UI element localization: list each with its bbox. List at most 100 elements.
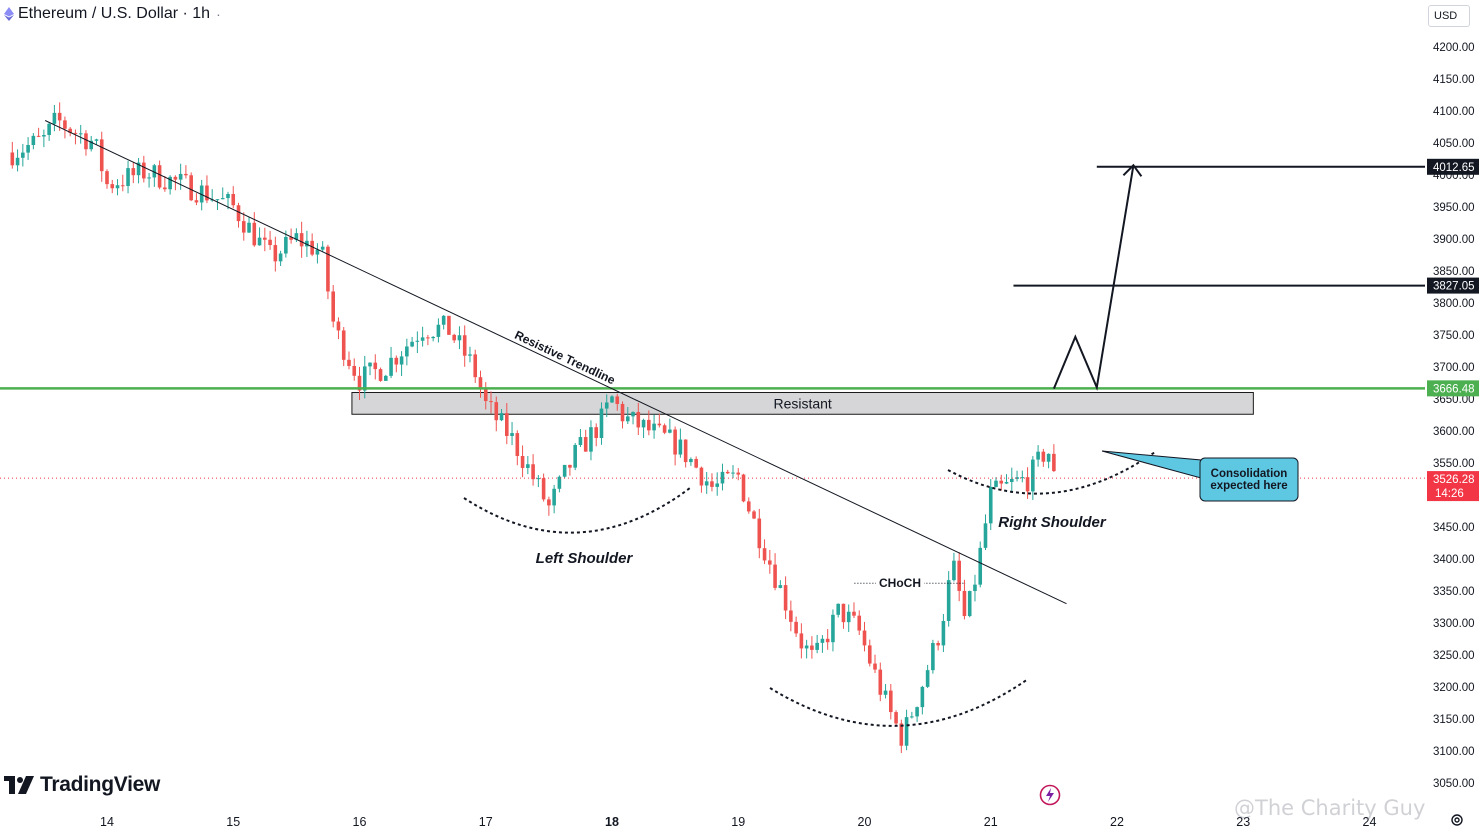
candle-body [794,621,798,634]
candle-body [68,128,72,133]
candle-body [936,642,940,646]
candle-body [662,425,667,433]
candle-body [973,584,977,592]
choch-label-bg [876,575,924,592]
projection-arrowhead [1122,163,1143,177]
candle-body [715,483,720,487]
candle-body [615,396,620,405]
candle-body [983,523,988,548]
candle-body [967,591,972,617]
candle-body [263,237,267,240]
candle-body [36,135,41,137]
candle-body [894,712,898,724]
candle-body [831,614,835,643]
candle-body [252,222,257,246]
candle-body [26,145,30,153]
candle-body [641,419,646,428]
candle-body [862,630,867,646]
candle-body [999,480,1004,484]
candle-body [105,171,109,185]
price-tick-label: 3400.00 [1433,554,1475,566]
candle-body [63,120,67,129]
candle-body [1015,477,1019,479]
candle-body [89,140,94,150]
candle-body [273,245,278,262]
candle-body [426,337,430,339]
tradingview-logo-icon [4,776,34,794]
candle-body [994,480,998,487]
candle-body [378,369,383,381]
currency-selector[interactable]: USD [1428,5,1470,27]
candle-body [399,356,404,365]
candle-body [73,132,78,134]
candle-body [836,603,840,615]
candle-body [689,458,693,463]
candle-body [557,476,562,489]
time-tick-label: 19 [731,815,745,829]
candle-body [115,185,120,189]
candle-body [678,439,683,455]
time-tick-label: 16 [353,815,367,829]
candle-body [573,444,577,468]
candle-body [10,152,15,166]
candle-body [946,580,951,621]
candle-body [410,341,414,347]
candle-body [925,670,930,687]
ethereum-icon [4,7,14,21]
time-tick-label: 23 [1236,815,1250,829]
candle-body [42,134,46,137]
candle-body [352,365,357,376]
price-tick-label: 3300.00 [1433,618,1475,630]
candle-body [347,359,351,366]
settings-icon[interactable] [1449,812,1465,828]
header-menu-dots[interactable]: · [216,6,221,22]
candle-body [452,334,456,341]
candle-body [762,548,767,561]
candle-body [915,707,919,717]
candle-body [578,437,583,445]
target-price-badge [1427,158,1479,175]
candle-body [520,455,525,468]
candle-body [157,165,162,188]
candle-body [752,511,756,519]
symbol-title[interactable]: Ethereum / U.S. Dollar · 1h [18,5,211,22]
candle-body [152,165,157,178]
candle-body [131,168,136,176]
candle-body [194,200,199,203]
candle-body [783,585,788,611]
candle-body [215,199,220,201]
candle-body [510,433,514,436]
candle-body [904,717,909,746]
candle-body [236,205,241,222]
candle-body [857,615,862,631]
pattern-arc [463,487,691,534]
projection-path [1052,165,1135,391]
candle-body [241,221,246,233]
candle-body [278,253,283,262]
candle-body [552,488,556,506]
candle-body [389,357,393,376]
support-price-label: 3666.48 [1433,383,1475,395]
candle-body [789,610,793,622]
candle-body [899,723,904,746]
candle-body [599,408,604,439]
candle-body [810,645,814,650]
candle-body [725,471,730,474]
candle-body [78,133,83,135]
callout-box [1199,457,1299,502]
candle-body [136,162,141,176]
candle-body [978,547,983,585]
tradingview-logo[interactable]: TradingView [4,773,160,797]
price-tick-label: 3800.00 [1433,298,1475,310]
candle-body [436,324,441,337]
price-axis: 3050.00 3100.00 3150.00 3200.00 3250.00 3300.… [1427,42,1479,790]
lightning-icon[interactable] [1039,784,1061,806]
resistance-zone-layer [351,392,1254,415]
price-tick-label: 4100.00 [1433,106,1475,118]
resistive-trendline [44,120,1067,605]
time-tick-label: 21 [984,815,998,829]
target-price-label: 3827.05 [1433,281,1475,293]
candle-body [326,246,330,292]
candle-body [952,560,956,581]
